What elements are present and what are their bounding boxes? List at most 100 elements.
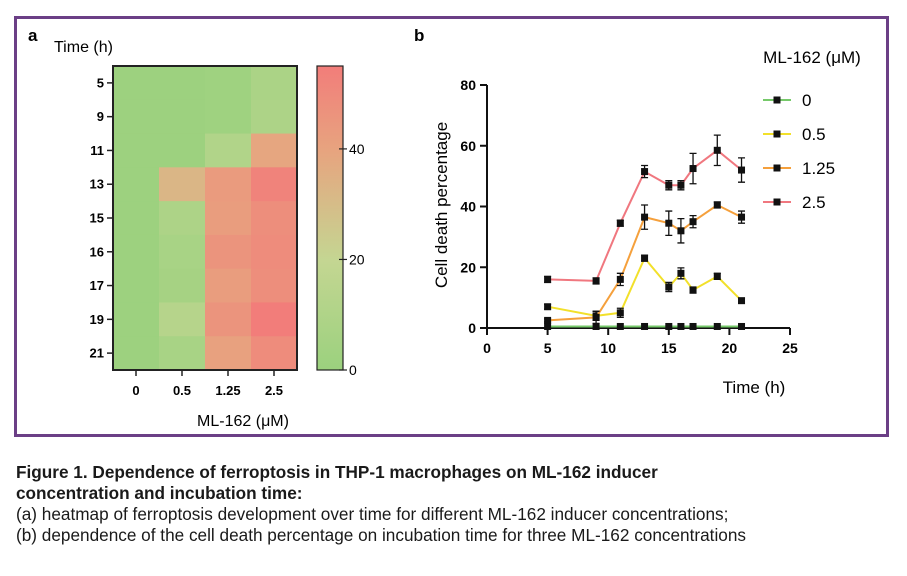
data-point — [689, 218, 697, 226]
heatmap-col-label: 2.5 — [265, 383, 283, 398]
heatmap-cell — [205, 268, 252, 303]
heatmap-cell — [113, 234, 160, 270]
heatmap-cell — [205, 302, 252, 337]
heatmap-cell — [159, 66, 206, 101]
legend-label: 0.5 — [802, 125, 826, 144]
data-point — [713, 146, 721, 154]
heatmap-row-label: 9 — [97, 109, 104, 124]
heatmap-cell — [159, 234, 206, 270]
heatmap-cell — [113, 99, 160, 135]
series-2.5 — [544, 134, 746, 285]
data-point — [616, 219, 624, 227]
x-tick-label: 25 — [782, 340, 798, 356]
heatmap-row-label: 13 — [90, 177, 104, 192]
heatmap-cell — [251, 336, 298, 371]
figure-frame — [14, 16, 889, 437]
caption-title-line-2: concentration and incubation time: — [16, 483, 303, 503]
data-point — [738, 213, 746, 221]
data-point — [641, 254, 649, 262]
heatmap-cell — [251, 201, 298, 236]
data-point — [544, 303, 552, 311]
x-tick-label: 15 — [661, 340, 677, 356]
data-point — [713, 272, 721, 280]
heatmap-cell — [205, 234, 252, 270]
heatmap-cell — [113, 268, 160, 303]
data-point — [665, 219, 673, 227]
colorbar-tick-label: 20 — [349, 251, 365, 267]
heatmap-col-label: 1.25 — [215, 383, 240, 398]
legend-item-1.25: 1.25 — [763, 159, 835, 178]
line-chart-axes: 0 5 10 15 20 25 0 20 40 60 80 — [460, 77, 798, 356]
x-tick-label: 20 — [722, 340, 738, 356]
data-point — [689, 286, 697, 294]
data-point — [677, 181, 685, 189]
data-point — [616, 309, 624, 317]
x-axis-title: Time (h) — [723, 378, 786, 397]
legend-item-0: 0 — [763, 91, 811, 110]
heatmap-cell — [159, 133, 206, 168]
legend-label: 2.5 — [802, 193, 826, 212]
heatmap-cell — [113, 133, 160, 168]
heatmap-row-label: 17 — [90, 278, 104, 293]
heatmap-cell — [251, 268, 298, 303]
data-point — [616, 322, 624, 330]
y-axis-title: Cell death percentage — [432, 122, 451, 288]
data-point — [677, 269, 685, 277]
data-point — [641, 213, 649, 221]
heatmap-col-label: 0.5 — [173, 383, 191, 398]
data-point — [677, 322, 685, 330]
heatmap-cell — [113, 167, 160, 202]
colorbar-ticks: 0 20 40 — [339, 141, 365, 378]
figure-caption: Figure 1. Dependence of ferroptosis in T… — [16, 462, 894, 546]
heatmap-row-labels: 5 9 11 13 15 16 17 19 21 — [90, 75, 113, 361]
x-tick-label: 5 — [544, 340, 552, 356]
y-tick-label: 80 — [460, 77, 476, 93]
data-point — [738, 322, 746, 330]
data-point — [713, 322, 721, 330]
heatmap-cell — [251, 302, 298, 337]
caption-line-a: (a) heatmap of ferroptosis development o… — [16, 504, 729, 524]
series-1.25 — [544, 201, 746, 325]
y-tick-label: 0 — [468, 320, 476, 336]
data-point — [592, 277, 600, 285]
heatmap-cell — [205, 66, 252, 101]
colorbar-tick-label: 40 — [349, 141, 365, 157]
legend-label: 1.25 — [802, 159, 835, 178]
legend-marker — [773, 198, 781, 206]
heatmap-cell — [159, 302, 206, 337]
data-point — [592, 322, 600, 330]
data-point — [544, 275, 552, 283]
heatmap-cell — [159, 336, 206, 371]
line-chart-series — [544, 134, 746, 330]
data-point — [592, 313, 600, 321]
caption-title-line-1: Figure 1. Dependence of ferroptosis in T… — [16, 462, 658, 482]
heatmap-cell — [113, 336, 160, 371]
x-tick-label: 10 — [600, 340, 616, 356]
heatmap-row-label: 16 — [90, 244, 104, 259]
series-line — [547, 256, 743, 317]
data-point — [713, 201, 721, 209]
legend-item-0.5: 0.5 — [763, 125, 826, 144]
heatmap-cell — [205, 336, 252, 371]
data-point — [738, 166, 746, 174]
data-point — [738, 297, 746, 305]
heatmap-cell — [205, 99, 252, 135]
heatmap-cell — [205, 201, 252, 236]
heatmap-row-label: 19 — [90, 312, 104, 327]
data-point — [641, 168, 649, 176]
heatmap-row-label: 5 — [97, 75, 104, 90]
heatmap-cell — [251, 66, 298, 101]
panel-b-letter: b — [414, 26, 424, 45]
data-point — [689, 165, 697, 173]
y-tick-label: 40 — [460, 199, 476, 215]
data-point — [665, 322, 673, 330]
heatmap-col-axis-title: ML-162 (μM) — [197, 413, 289, 430]
heatmap-row-label: 15 — [90, 211, 104, 226]
x-tick-label: 0 — [483, 340, 491, 356]
data-point — [641, 322, 649, 330]
heatmap-cell — [251, 167, 298, 202]
heatmap-cell — [251, 133, 298, 168]
panel-a-letter: a — [28, 26, 38, 45]
heatmap-cell — [159, 99, 206, 135]
